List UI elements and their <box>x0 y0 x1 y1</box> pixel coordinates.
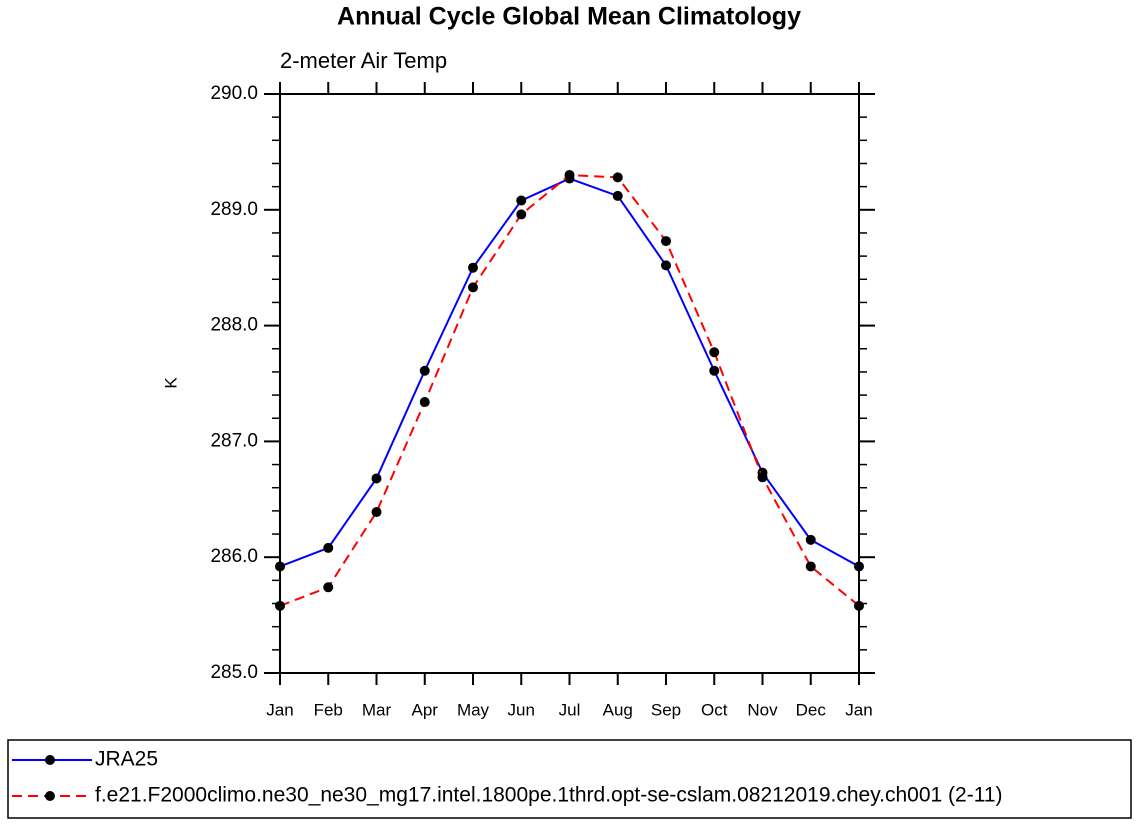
data-point <box>468 282 478 293</box>
x-tick-label: Apr <box>412 700 439 719</box>
data-point <box>757 472 768 483</box>
x-tick-label: Feb <box>314 700 343 719</box>
x-tick-label: Nov <box>747 700 778 719</box>
data-point <box>709 347 720 358</box>
chart-title: Annual Cycle Global Mean Climatology <box>337 3 801 31</box>
series-line <box>279 177 860 568</box>
data-point <box>854 600 864 611</box>
y-tick-label: 286.0 <box>210 546 258 567</box>
data-point <box>805 561 816 572</box>
data-point <box>854 561 864 572</box>
data-point <box>323 542 334 553</box>
legend-box <box>7 739 1132 819</box>
data-point <box>371 473 382 484</box>
data-point <box>661 260 671 271</box>
y-tick-label: 285.0 <box>210 662 258 683</box>
x-tick-label: Jan <box>266 700 293 719</box>
x-tick-label: Oct <box>701 700 728 719</box>
y-tick-label: 290.0 <box>210 83 258 104</box>
x-tick-label: Jul <box>559 700 581 719</box>
y-tick-label: 287.0 <box>210 430 258 451</box>
y-axis-label: K <box>161 377 180 389</box>
data-point <box>275 561 285 572</box>
data-point <box>323 582 334 593</box>
series-line <box>279 174 860 607</box>
data-point <box>468 262 478 273</box>
x-tick-label: Jan <box>845 700 872 719</box>
legend-marker <box>45 755 55 765</box>
legend-label: f.e21.F2000climo.ne30_ne30_mg17.intel.18… <box>95 784 1003 807</box>
chart-subtitle: 2-meter Air Temp <box>280 48 447 73</box>
data-point <box>419 397 430 408</box>
x-tick-label: Jun <box>508 700 535 719</box>
x-tick-label: Mar <box>362 700 392 719</box>
data-point <box>661 236 671 247</box>
data-point <box>805 534 816 545</box>
data-point <box>564 170 575 181</box>
x-tick-label: May <box>457 700 490 719</box>
data-point <box>275 600 285 611</box>
data-point <box>516 195 527 206</box>
x-tick-label: Aug <box>603 700 633 719</box>
data-point <box>516 209 527 220</box>
legend-marker <box>45 791 55 801</box>
y-tick-label: 289.0 <box>210 199 258 220</box>
data-point <box>612 190 623 201</box>
data-point <box>371 507 382 518</box>
data-point <box>612 172 623 183</box>
x-tick-label: Sep <box>651 700 681 719</box>
legend-label: JRA25 <box>95 748 158 771</box>
y-tick-label: 288.0 <box>210 315 258 336</box>
data-point <box>419 365 430 376</box>
data-point <box>709 365 720 376</box>
x-tick-label: Dec <box>796 700 827 719</box>
